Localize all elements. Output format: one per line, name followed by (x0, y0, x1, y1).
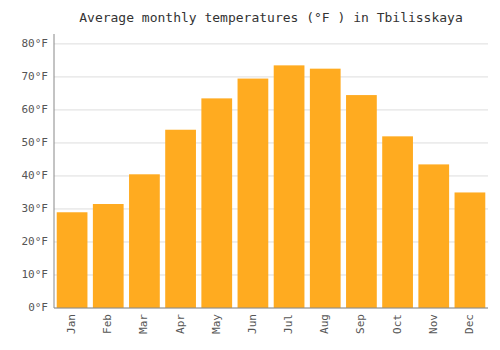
axes (54, 34, 488, 308)
bar (201, 98, 232, 308)
y-tick-label: 20°F (22, 235, 49, 248)
chart-container: 0°F 10°F 20°F 30°F 40°F 50°F 60°F 70°F 80°F Jan Fe… (0, 0, 500, 350)
bar (382, 136, 413, 308)
y-tick-label: 60°F (22, 103, 49, 116)
x-tick-label: Nov (427, 314, 440, 334)
grid-line (54, 43, 488, 44)
bar (418, 164, 449, 308)
grid-line (54, 109, 488, 110)
x-tick-label: Jun (246, 314, 259, 334)
bar (57, 212, 88, 308)
bar (310, 69, 341, 308)
y-tick-labels: 0°F 10°F 20°F 30°F 40°F 50°F 60°F 70°F 80°F (22, 37, 49, 314)
bar (93, 204, 124, 308)
x-tick-label: Dec (463, 314, 476, 334)
chart: 0°F 10°F 20°F 30°F 40°F 50°F 60°F 70°F 80°F Jan Fe… (0, 0, 500, 350)
y-tick-label: 30°F (22, 202, 49, 215)
bar (455, 192, 486, 308)
bars (57, 65, 486, 308)
x-tick-label: Oct (391, 314, 404, 334)
grid-line (54, 142, 488, 143)
bar (165, 130, 196, 308)
y-tick-label: 80°F (22, 37, 49, 50)
bar (129, 174, 160, 308)
x-tick-label: Feb (101, 314, 114, 334)
x-axis-line (54, 308, 488, 309)
y-axis-line (54, 34, 55, 308)
x-tick-label: Jul (282, 314, 295, 334)
grid-line (54, 308, 488, 309)
y-tick-label: 40°F (22, 169, 49, 182)
grid-line (54, 76, 488, 77)
x-tick-label: Aug (318, 314, 331, 334)
y-tick-label: 70°F (22, 70, 49, 83)
x-tick-labels: Jan Feb Mar Apr May Jun Jul Aug Sep Oct Nov Dec (65, 314, 476, 334)
bar (346, 95, 377, 308)
grid (54, 44, 488, 308)
x-tick-label: May (210, 314, 223, 334)
chart-title: Average monthly temperatures (°F ) in Tb… (79, 10, 463, 25)
bar (274, 65, 305, 308)
x-tick-label: Sep (354, 314, 367, 334)
y-tick-label: 50°F (22, 136, 49, 149)
y-tick-label: 10°F (22, 268, 49, 281)
x-tick-label: Jan (65, 314, 78, 334)
bar (238, 79, 269, 308)
x-tick-label: Apr (174, 314, 187, 334)
y-tick-label: 0°F (28, 301, 48, 314)
x-tick-label: Mar (137, 314, 150, 334)
